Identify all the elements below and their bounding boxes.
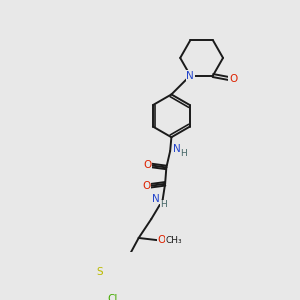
Text: H: H [160,200,167,209]
Text: S: S [96,267,103,277]
Text: O: O [142,181,150,191]
Text: Cl: Cl [107,294,117,300]
Text: H: H [181,148,188,158]
Text: O: O [157,236,166,245]
Text: N: N [152,194,159,204]
Text: O: O [143,160,152,170]
Text: N: N [172,144,180,154]
Text: CH₃: CH₃ [166,236,182,245]
Text: N: N [186,70,194,80]
Text: O: O [229,74,237,84]
